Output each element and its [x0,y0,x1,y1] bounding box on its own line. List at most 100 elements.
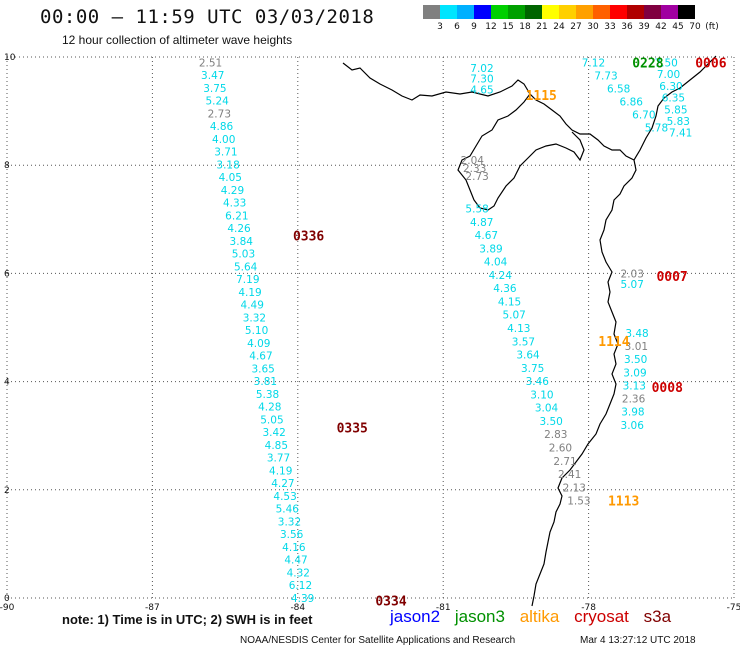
wave-height-value: 4.13 [507,323,530,335]
wave-height-value: 4.85 [265,440,288,452]
wave-height-value: 4.04 [484,257,508,269]
wave-height-value: 2.36 [622,394,646,406]
wave-height-value: 4.05 [219,172,242,184]
wave-height-value: 4.16 [282,542,306,554]
color-scale-label: 15 [502,22,514,32]
color-swatch [542,5,559,19]
wave-height-value: 6.35 [662,93,685,105]
color-swatch [593,5,610,19]
pass-time-label: 0006 [695,56,726,71]
color-scale-label: 12 [485,22,497,32]
wave-height-value: 5.07 [621,279,644,291]
wave-height-value: 1.53 [567,496,590,508]
wave-height-value: 3.64 [516,350,540,362]
wave-height-value: 3.18 [216,159,239,171]
wave-height-value: 5.83 [667,116,690,128]
wave-height-value: 5.58 [465,203,488,215]
wave-height-value: 2.13 [563,482,586,494]
color-swatch [559,5,576,19]
wave-height-value: 4.86 [210,121,234,133]
wave-height-value: 4.87 [470,217,493,229]
wave-height-value: 4.28 [258,402,281,414]
wave-height-value: 3.50 [539,416,562,428]
wave-height-value: 4.36 [493,283,517,295]
wave-height-value: 5.38 [256,389,279,401]
wave-height-value: 4.19 [238,287,261,299]
color-scale-label: 3 [437,22,443,32]
wave-height-value: 4.53 [273,491,296,503]
pass-time-label: 1113 [608,495,639,510]
wave-height-value: 5.03 [232,249,255,261]
wave-height-value: 2.83 [544,429,567,441]
color-scale-label: 45 [672,22,684,32]
color-scale-label: 18 [519,22,531,32]
pass-time-label: 0228 [632,56,663,71]
x-tick-label: -75 [727,603,740,613]
wave-height-value: 3.06 [621,420,645,432]
wave-height-value: 4.26 [227,223,251,235]
wave-height-value: 3.48 [625,328,648,340]
wave-height-value: 3.10 [530,389,553,401]
wave-height-value: 5.64 [234,261,258,273]
wave-height-value: 4.67 [249,351,272,363]
wave-height-value: 6.12 [289,580,312,592]
color-swatch [576,5,593,19]
x-tick-label: -81 [436,603,451,613]
color-swatch [474,5,491,19]
wave-height-value: 7.73 [594,70,617,82]
wave-height-value: 3.32 [278,516,301,528]
satellite-legend: jason2 jason3 altika cryosat s3a [390,607,681,627]
wave-height-value: 5.85 [664,104,687,116]
wave-height-value: 4.19 [269,465,292,477]
wave-height-value: 3.46 [526,376,550,388]
page-subtitle: 12 hour collection of altimeter wave hei… [62,33,293,47]
wave-height-value: 4.29 [221,185,244,197]
wave-height-value: 5.07 [502,310,525,322]
color-swatch [627,5,644,19]
color-swatch [491,5,508,19]
wave-height-value: 7.50 [654,57,677,69]
wave-height-value: 4.49 [241,300,264,312]
wave-height-value: 3.65 [251,363,274,375]
color-scale-label: 24 [553,22,565,32]
legend-cryosat: cryosat [574,607,629,626]
wave-height-value: 3.75 [521,363,544,375]
x-tick-label: -78 [581,603,596,613]
wave-height-value: 2.71 [553,456,576,468]
color-swatch [457,5,474,19]
wave-height-value: 3.47 [201,70,224,82]
wave-height-value: 3.09 [623,367,646,379]
credit-text: NOAA/NESDIS Center for Satellite Applica… [240,635,516,646]
wave-height-value: 4.24 [489,270,513,282]
wave-height-value: 5.24 [205,96,229,108]
color-swatch [610,5,627,19]
wave-height-value: 7.30 [470,74,493,86]
wave-height-value: 4.47 [284,555,307,567]
wave-height-value: 3.84 [230,236,254,248]
wave-height-value: 7.19 [236,274,259,286]
color-scale-label: 27 [570,22,582,32]
pass-time-label: 0008 [652,381,683,396]
pass-time-label: 0335 [337,422,368,437]
x-tick-label: -87 [145,603,160,613]
wave-height-value: 7.00 [657,69,680,81]
wave-height-value: 6.30 [659,81,682,93]
wave-height-value: 2.73 [208,108,231,120]
wave-height-value: 3.42 [262,427,285,439]
wave-height-value: 3.01 [625,341,648,353]
legend-altika: altika [519,607,560,626]
wave-height-value: 6.70 [632,109,655,121]
wave-height-value: 2.73 [465,171,488,183]
color-swatch [423,5,440,19]
coastline [342,55,717,607]
color-swatch [678,5,695,19]
color-scale-label: 9 [471,22,477,32]
wave-height-value: 3.75 [203,83,226,95]
pass-time-label: 1114 [598,335,629,350]
wave-height-value: 6.86 [620,96,644,108]
wave-height-value: 3.57 [512,336,535,348]
pass-time-label: 0336 [293,230,324,245]
wave-height-value: 5.46 [276,504,300,516]
wave-height-value: 3.04 [535,403,559,415]
y-tick-label: 8 [4,161,10,171]
